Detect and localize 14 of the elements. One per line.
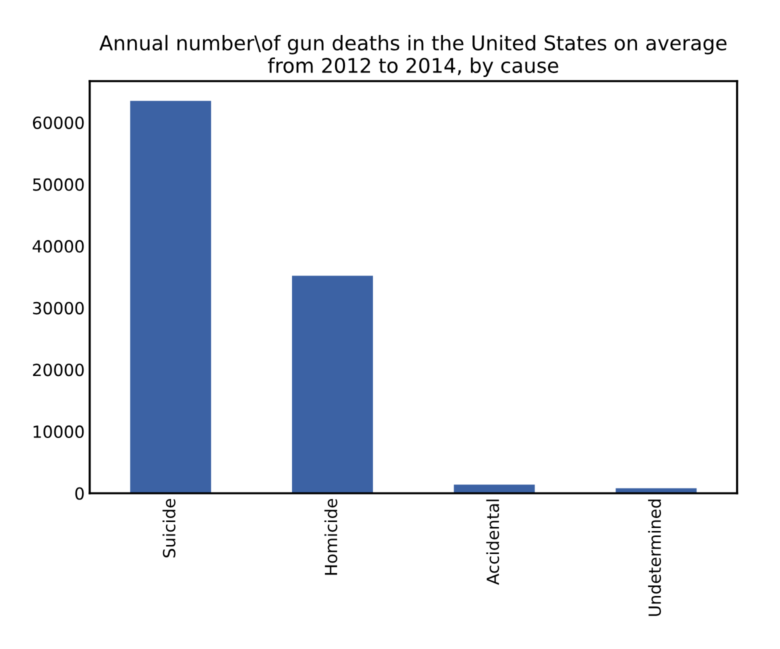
x-tick-label: Homicide xyxy=(324,498,338,575)
y-tick-label: 60000 xyxy=(32,116,84,130)
bar xyxy=(292,276,373,494)
y-tick-label: 0 xyxy=(75,487,84,500)
x-tick-label: Suicide xyxy=(162,498,176,558)
y-tick-label: 30000 xyxy=(33,302,84,314)
y-tick-label: 50000 xyxy=(33,178,84,191)
bar xyxy=(130,100,212,494)
x-tick-label: Accidental xyxy=(486,500,500,585)
y-tick-label: 40000 xyxy=(32,240,84,253)
chart-title: Annual number\of gun deaths in the United States on average from 2012 to 2014, by cause xyxy=(99,34,726,77)
x-tick-label: Undetermined xyxy=(648,500,662,616)
y-tick-label: 20000 xyxy=(33,364,84,376)
y-tick-label: 10000 xyxy=(34,425,84,438)
